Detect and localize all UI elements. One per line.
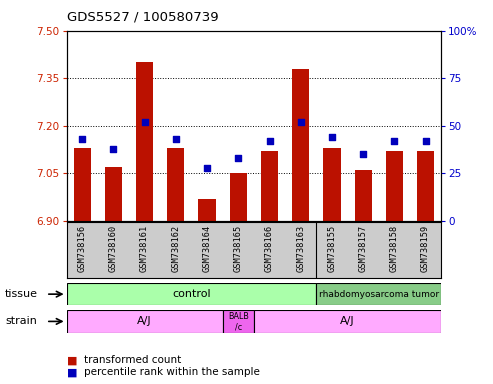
Text: GDS5527 / 100580739: GDS5527 / 100580739 (67, 10, 218, 23)
Text: GSM738159: GSM738159 (421, 224, 430, 271)
Text: GSM738163: GSM738163 (296, 224, 305, 271)
Bar (199, 199, 215, 221)
Point (390, 138, 398, 144)
Point (109, 146, 117, 152)
Text: control: control (172, 289, 211, 299)
Point (328, 134, 336, 140)
Bar (323, 148, 341, 221)
Text: GSM738156: GSM738156 (78, 224, 87, 271)
Bar (67, 310, 223, 333)
Text: tissue: tissue (5, 289, 38, 299)
Text: ■: ■ (67, 367, 77, 377)
Text: GSM738161: GSM738161 (140, 224, 149, 271)
Point (297, 119, 305, 125)
Text: GSM738158: GSM738158 (390, 224, 399, 271)
Text: A/J: A/J (138, 316, 152, 326)
Bar (386, 151, 403, 221)
Bar (254, 310, 441, 333)
Point (203, 164, 211, 170)
Text: A/J: A/J (340, 316, 355, 326)
Bar (417, 151, 434, 221)
Bar (223, 310, 254, 333)
Text: GSM738162: GSM738162 (172, 224, 180, 271)
Bar (73, 148, 91, 221)
Point (359, 151, 367, 157)
Text: GSM738165: GSM738165 (234, 224, 243, 271)
Bar (167, 148, 184, 221)
Text: percentile rank within the sample: percentile rank within the sample (84, 367, 260, 377)
Bar (354, 170, 372, 221)
Bar (317, 283, 441, 305)
Point (141, 119, 148, 125)
Bar (261, 151, 278, 221)
Text: strain: strain (5, 316, 37, 326)
Point (172, 136, 180, 142)
Text: BALB
/c: BALB /c (228, 312, 249, 331)
Bar (292, 69, 309, 221)
Text: rhabdomyosarcoma tumor: rhabdomyosarcoma tumor (319, 290, 439, 299)
Point (78, 136, 86, 142)
Text: ■: ■ (67, 355, 77, 365)
Point (422, 138, 429, 144)
Point (266, 138, 274, 144)
Text: GSM738164: GSM738164 (203, 224, 211, 271)
Text: GSM738155: GSM738155 (327, 224, 336, 271)
Bar (105, 167, 122, 221)
Point (234, 155, 242, 161)
Bar (230, 173, 247, 221)
Bar (67, 283, 317, 305)
Text: transformed count: transformed count (84, 355, 181, 365)
Bar (136, 62, 153, 221)
Text: GSM738157: GSM738157 (359, 224, 368, 271)
Text: GSM738160: GSM738160 (109, 224, 118, 271)
Text: GSM738166: GSM738166 (265, 224, 274, 271)
